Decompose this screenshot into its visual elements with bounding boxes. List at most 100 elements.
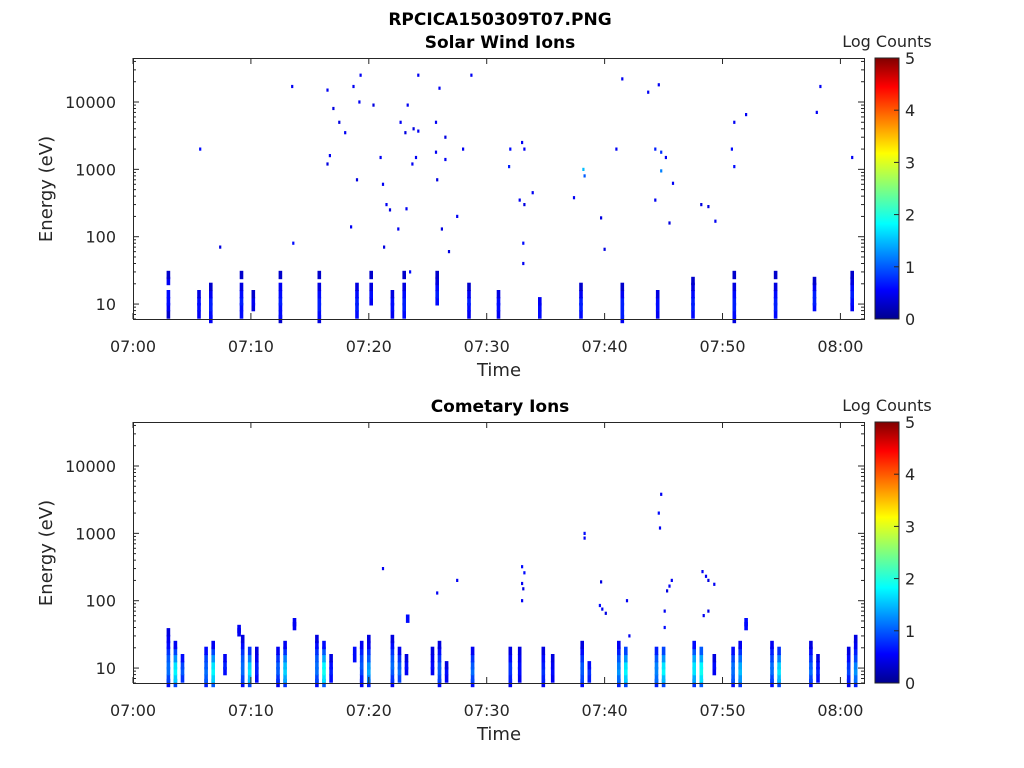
strip-cell-ci <box>617 640 621 650</box>
strip-cell-sw <box>239 270 244 280</box>
data-layer-cometary <box>166 492 858 688</box>
count-point-sw <box>523 203 526 207</box>
strip-cell-sw <box>402 282 406 292</box>
count-point-sw <box>600 216 603 220</box>
count-point-ci <box>670 578 673 582</box>
strip-cell-ci <box>240 661 245 670</box>
strip-cell-sw <box>209 310 213 319</box>
strip-cell-sw <box>655 290 660 299</box>
strip-cell-sw <box>691 302 695 312</box>
strip-cell-ci <box>204 674 208 683</box>
strip-cell-ci <box>255 666 259 676</box>
strip-cell-sw <box>732 297 737 306</box>
count-point-sw <box>417 73 420 77</box>
strip-cell-ci <box>173 640 178 650</box>
count-point-sw <box>518 198 521 202</box>
strip-cell-sw <box>655 310 660 319</box>
strip-cell-sw <box>812 290 817 299</box>
strip-cell-ci <box>738 646 742 656</box>
strip-cell-ci <box>617 654 621 663</box>
count-point-sw <box>385 203 388 207</box>
count-point-sw <box>671 181 675 185</box>
count-point-sw <box>397 227 400 231</box>
y-tick-label: 100 <box>85 228 116 247</box>
strip-cell-sw <box>278 290 283 299</box>
strip-cell-ci <box>180 674 185 683</box>
count-point-sw <box>399 120 402 124</box>
strip-cell-ci <box>470 661 475 670</box>
strip-cell-ci <box>255 654 259 663</box>
strip-cell-ci <box>770 666 774 676</box>
strip-cell-sw <box>732 290 737 299</box>
x-tick-label: 08:00 <box>817 701 863 720</box>
strip-cell-ci <box>240 634 245 644</box>
strip-cell-sw <box>278 282 283 292</box>
strip-cell-ci <box>580 646 584 656</box>
strip-cell-sw <box>620 310 625 319</box>
strip-cell-ci <box>166 628 171 637</box>
strip-cell-ci <box>276 674 280 683</box>
y-axis-label-cometary: Energy (eV) <box>36 500 57 606</box>
strip-cell-ci <box>777 661 781 670</box>
strip-cell-sw <box>278 297 283 306</box>
strip-cell-ci <box>809 666 813 676</box>
count-point-sw <box>404 131 407 135</box>
count-point-ci <box>707 609 710 613</box>
strip-cell-ci <box>283 661 287 670</box>
strip-cell-ci <box>437 661 442 670</box>
strip-cell-ci <box>731 654 735 663</box>
strip-cell-ci <box>580 674 584 683</box>
strip-cell-ci <box>770 646 774 656</box>
strip-cell-sw <box>435 270 439 280</box>
strip-cell-ci <box>367 634 371 644</box>
strip-cell-ci <box>322 661 326 670</box>
strip-cell-ci <box>692 646 696 656</box>
strip-cell-sw <box>369 290 373 299</box>
count-point-sw <box>438 86 441 90</box>
count-point-sw <box>350 225 353 229</box>
strip-cell-ci <box>283 654 287 663</box>
strip-cell-ci <box>173 654 178 663</box>
strip-cell-sw <box>732 282 737 292</box>
strip-cell-sw <box>467 302 471 312</box>
strip-cell-sw <box>369 270 373 280</box>
strip-cell-sw <box>166 270 171 280</box>
x-axis-label-solar-wind: Time <box>476 360 521 381</box>
count-point-ci <box>625 599 629 603</box>
strip-cell-ci <box>580 654 584 663</box>
strip-cell-sw <box>538 302 542 312</box>
x-axis-label-cometary: Time <box>476 724 521 745</box>
strip-cell-ci <box>580 640 584 650</box>
strip-cell-ci <box>276 666 280 676</box>
count-point-sw <box>521 140 524 145</box>
count-point-ci <box>583 536 586 540</box>
count-point-sw <box>447 250 451 254</box>
strip-cell-ci <box>437 666 442 676</box>
strip-cell-sw <box>317 270 322 280</box>
count-point-sw <box>572 196 576 200</box>
strip-cell-sw <box>812 302 817 312</box>
strip-cell-ci <box>367 654 371 663</box>
strip-cell-ci <box>315 634 319 644</box>
count-point-sw <box>851 155 854 160</box>
count-point-sw <box>326 88 329 92</box>
strip-cell-ci <box>853 661 858 670</box>
strip-cell-ci <box>223 666 227 676</box>
strip-cell-sw <box>355 310 359 319</box>
count-point-ci <box>658 526 662 530</box>
strip-cell-ci <box>180 666 185 676</box>
strip-cell-ci <box>390 674 395 683</box>
strip-cell-ci <box>237 624 241 634</box>
count-point-sw <box>372 103 375 107</box>
strip-cell-ci <box>322 640 326 650</box>
strip-cell-sw <box>317 310 322 319</box>
count-point-sw <box>582 167 585 171</box>
strip-cell-sw <box>166 276 171 286</box>
count-point-sw <box>388 208 392 212</box>
count-point-ci <box>521 565 524 569</box>
colorbar-cometary <box>874 421 900 684</box>
count-point-ci <box>663 609 666 613</box>
colorbar-ticks-cometary: 0 1 2 3 4 5 <box>894 413 915 693</box>
count-point-sw <box>332 106 335 111</box>
strip-cell-ci <box>329 666 333 676</box>
